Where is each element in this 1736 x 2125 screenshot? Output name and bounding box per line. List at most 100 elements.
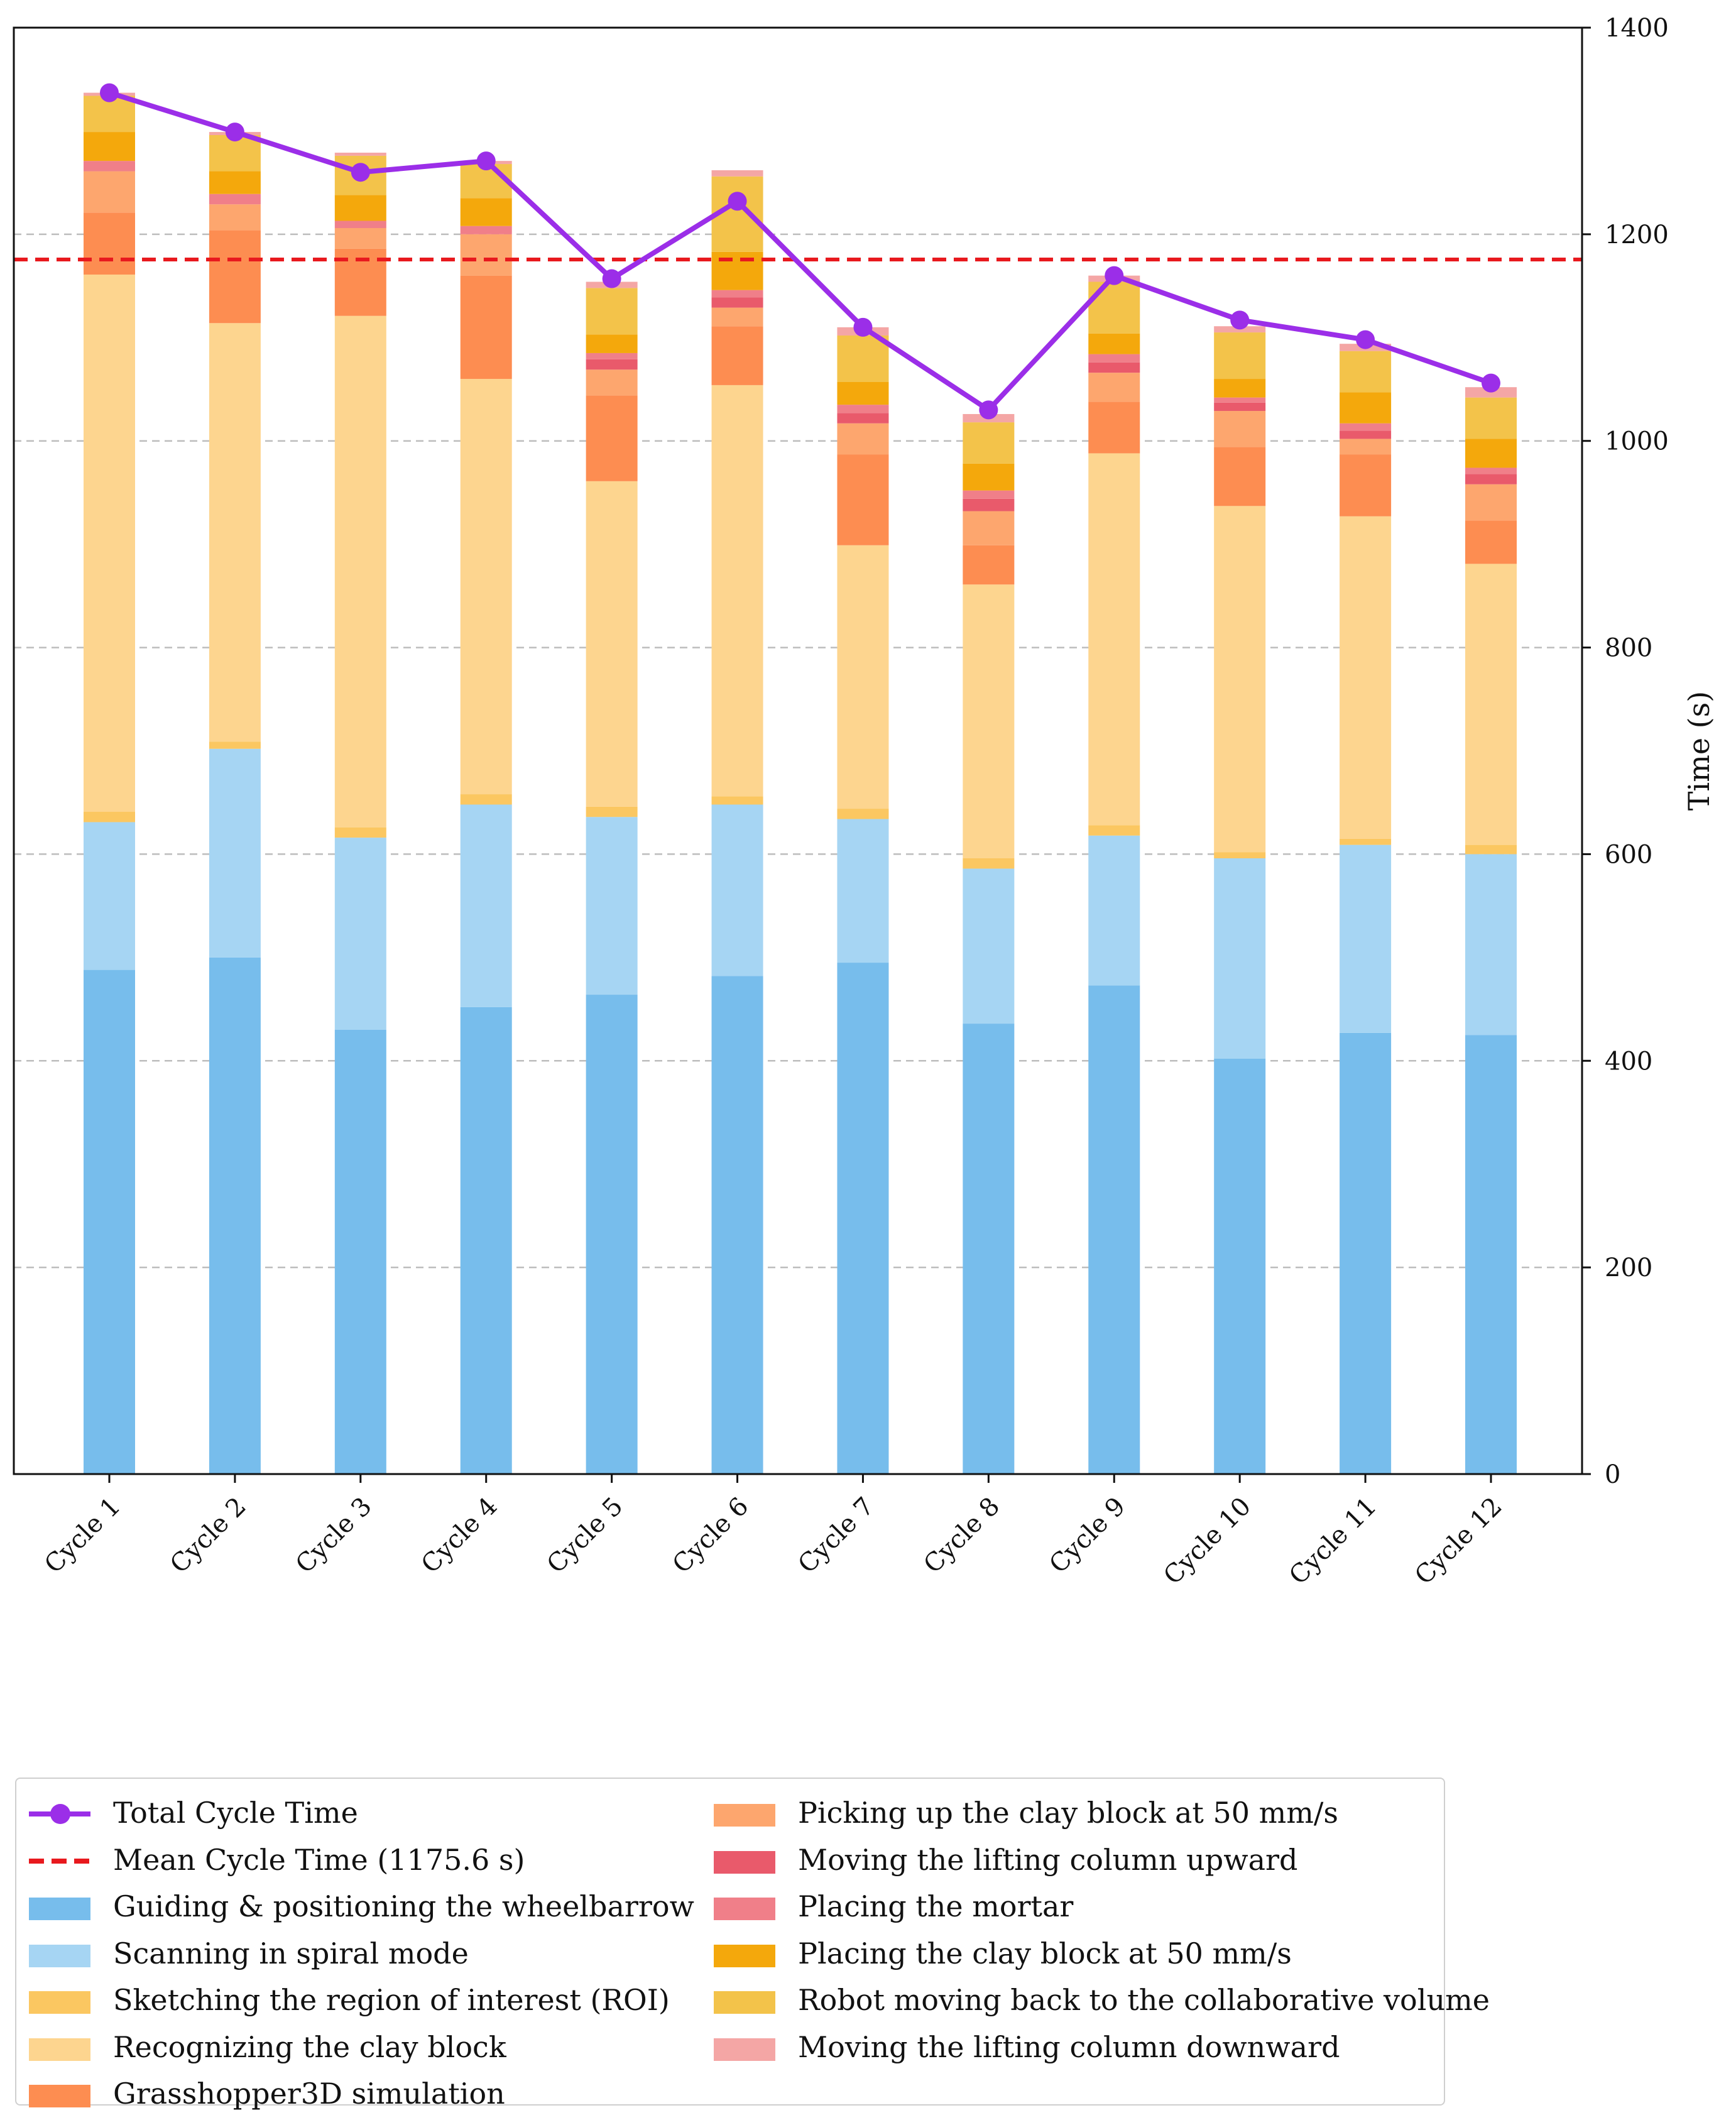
stacked-bar-chart: 0 200 400 600 800 1000 1200 1400 Cycle 1 Cycle 2… xyxy=(13,14,1716,1590)
bar-segment-cycle-5-series-1 xyxy=(586,995,638,1474)
bar-segment-cycle-3-series-8 xyxy=(334,221,386,228)
x-tick-label-4: Cycle 4 xyxy=(416,1492,503,1579)
legend-marker-dot xyxy=(50,1804,70,1824)
bar-segment-cycle-8-series-7 xyxy=(963,498,1015,511)
bar-segment-cycle-8-series-2 xyxy=(963,868,1015,1024)
total-point-cycle-6 xyxy=(728,192,747,211)
legend-label: Recognizing the clay block xyxy=(113,2029,506,2064)
x-tick-label-7: Cycle 7 xyxy=(793,1492,880,1579)
total-point-cycle-8 xyxy=(979,400,998,420)
bar-segment-cycle-5-series-8 xyxy=(586,352,638,359)
bar-segment-cycle-10-series-10 xyxy=(1214,332,1266,380)
bar-segment-cycle-6-series-7 xyxy=(711,297,763,308)
legend-swatch xyxy=(714,1850,775,1874)
total-point-cycle-2 xyxy=(225,123,244,142)
x-axis-ticks: Cycle 1 Cycle 2 Cycle 3 Cycle 4 Cycle 5 Cycle… xyxy=(39,1474,1508,1590)
bar-segment-cycle-12-series-2 xyxy=(1465,854,1517,1035)
bar-segment-cycle-11-series-9 xyxy=(1340,392,1392,423)
y-tick-label-1200: 1200 xyxy=(1605,221,1669,249)
bar-segment-cycle-10-series-7 xyxy=(1214,402,1266,412)
bar-segment-cycle-10-series-1 xyxy=(1214,1058,1266,1474)
legend-label: Placing the clay block at 50 mm/s xyxy=(798,1936,1292,1970)
bar-segment-cycle-9-series-8 xyxy=(1088,354,1140,363)
bar-segment-cycle-5-series-2 xyxy=(586,817,638,995)
bar-segment-cycle-12-series-5 xyxy=(1465,520,1517,564)
bar-segment-cycle-9-series-5 xyxy=(1088,402,1140,454)
bar-segment-cycle-2-series-8 xyxy=(209,194,261,205)
x-tick-label-6: Cycle 6 xyxy=(667,1492,755,1579)
bar-segment-cycle-8-series-5 xyxy=(963,545,1015,585)
total-point-cycle-10 xyxy=(1230,310,1250,330)
bar-segment-cycle-11-series-1 xyxy=(1340,1032,1392,1474)
y-tick-label-600: 600 xyxy=(1605,840,1652,869)
bars xyxy=(84,92,1517,1474)
bar-segment-cycle-6-series-9 xyxy=(711,251,763,290)
bar-segment-cycle-11-series-7 xyxy=(1340,430,1392,439)
legend-label: Picking up the clay block at 50 mm/s xyxy=(798,1796,1339,1830)
bar-segment-cycle-1-series-9 xyxy=(84,132,135,161)
legend-swatch xyxy=(29,1944,90,1967)
bar-segment-cycle-6-series-8 xyxy=(711,290,763,298)
bar-segment-cycle-3-series-6 xyxy=(334,227,386,249)
bar-segment-cycle-2-series-5 xyxy=(209,230,261,324)
total-point-cycle-12 xyxy=(1482,373,1500,393)
legend-label: Sketching the region of interest (ROI) xyxy=(113,1983,670,2017)
bar-segment-cycle-6-series-2 xyxy=(711,804,763,976)
bar-segment-cycle-1-series-4 xyxy=(84,274,135,812)
bar-segment-cycle-11-series-3 xyxy=(1340,838,1392,845)
bar-segment-cycle-7-series-8 xyxy=(837,405,889,413)
legend-label: Moving the lifting column upward xyxy=(798,1842,1298,1877)
legend-label: Grasshopper3D simulation xyxy=(113,2077,505,2111)
bar-segment-cycle-8-series-10 xyxy=(963,422,1015,464)
bar-segment-cycle-7-series-6 xyxy=(837,423,889,455)
bar-segment-cycle-4-series-4 xyxy=(460,379,512,795)
plot-frame xyxy=(13,26,1583,1475)
bar-segment-cycle-2-series-6 xyxy=(209,204,261,231)
legend-label: Scanning in spiral mode xyxy=(113,1936,469,1970)
bar-segment-cycle-1-series-6 xyxy=(84,171,135,213)
bar-segment-cycle-9-series-9 xyxy=(1088,333,1140,354)
bar-segment-cycle-10-series-2 xyxy=(1214,858,1266,1059)
bar-segment-cycle-9-series-3 xyxy=(1088,825,1140,836)
bar-segment-cycle-10-series-6 xyxy=(1214,411,1266,447)
bar-segment-cycle-6-series-5 xyxy=(711,326,763,385)
y-tick-label-400: 400 xyxy=(1605,1047,1652,1076)
x-tick-label-3: Cycle 3 xyxy=(290,1492,378,1579)
legend-label: Moving the lifting column downward xyxy=(798,2029,1340,2064)
y-tick-label-1000: 1000 xyxy=(1605,427,1669,456)
bar-segment-cycle-11-series-2 xyxy=(1340,844,1392,1033)
bar-segment-cycle-12-series-4 xyxy=(1465,564,1517,845)
legend-swatch xyxy=(714,1991,775,2014)
legend-swatch xyxy=(29,1991,90,2014)
x-tick-label-12: Cycle 12 xyxy=(1409,1492,1508,1590)
bar-segment-cycle-1-series-1 xyxy=(84,970,135,1474)
total-point-cycle-1 xyxy=(100,83,119,102)
legend-label: Robot moving back to the collaborative v… xyxy=(798,1983,1490,2017)
total-cycle-time-line xyxy=(108,90,1492,413)
x-tick-label-2: Cycle 2 xyxy=(165,1492,252,1579)
bar-segment-cycle-7-series-2 xyxy=(837,819,889,963)
bar-segment-cycle-9-series-4 xyxy=(1088,453,1140,826)
y-axis-label: Time (s) xyxy=(1682,691,1716,811)
bar-segment-cycle-2-series-4 xyxy=(209,323,261,742)
legend: Total Cycle Time Mean Cycle Time (1175.6 … xyxy=(15,1778,1490,2111)
bar-segment-cycle-3-series-4 xyxy=(334,315,386,828)
bar-segment-cycle-5-series-6 xyxy=(586,369,638,396)
bar-segment-cycle-8-series-9 xyxy=(963,463,1015,491)
bar-segment-cycle-3-series-9 xyxy=(334,195,386,221)
x-tick-label-10: Cycle 10 xyxy=(1158,1492,1257,1590)
bar-segment-cycle-2-series-9 xyxy=(209,171,261,194)
legend-label: Guiding & positioning the wheelbarrow xyxy=(113,1889,694,1923)
bar-segment-cycle-12-series-3 xyxy=(1465,844,1517,855)
total-point-cycle-7 xyxy=(853,317,873,337)
bar-segment-cycle-3-series-11 xyxy=(334,152,386,156)
bar-segment-cycle-4-series-3 xyxy=(460,794,512,805)
legend-swatch xyxy=(29,1898,90,1920)
bar-segment-cycle-12-series-9 xyxy=(1465,439,1517,468)
bar-segment-cycle-5-series-7 xyxy=(586,359,638,370)
legend-dashed-line xyxy=(29,1858,90,1864)
bar-segment-cycle-7-series-4 xyxy=(837,545,889,809)
legend-swatch xyxy=(714,1944,775,1967)
bar-segment-cycle-6-series-1 xyxy=(711,976,763,1474)
bar-segment-cycle-12-series-10 xyxy=(1465,397,1517,439)
